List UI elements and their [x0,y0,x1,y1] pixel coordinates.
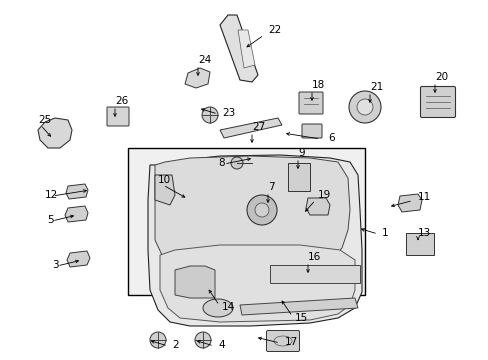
Polygon shape [67,251,90,267]
FancyBboxPatch shape [107,107,129,126]
Bar [269,265,359,283]
Text: 15: 15 [294,313,307,323]
Circle shape [246,195,276,225]
Text: 27: 27 [251,122,264,132]
Text: 11: 11 [417,192,430,202]
Text: 23: 23 [222,108,235,118]
Polygon shape [38,118,72,148]
FancyBboxPatch shape [298,92,323,114]
Polygon shape [160,245,354,322]
FancyBboxPatch shape [266,330,299,351]
Circle shape [254,203,268,217]
Text: 17: 17 [285,337,298,347]
Text: 18: 18 [311,80,325,90]
Text: 12: 12 [45,190,58,200]
Polygon shape [220,118,282,138]
Circle shape [195,332,210,348]
Polygon shape [184,68,209,88]
Text: 13: 13 [417,228,430,238]
Text: 4: 4 [218,340,224,350]
Bar [128,148,364,295]
Text: 2: 2 [172,340,178,350]
Text: 10: 10 [158,175,171,185]
Text: 22: 22 [267,25,281,35]
Text: 9: 9 [297,148,304,158]
Text: 1: 1 [381,228,388,238]
Text: 5: 5 [47,215,54,225]
Text: 21: 21 [369,82,383,92]
Polygon shape [240,298,357,315]
Text: 6: 6 [327,133,334,143]
Polygon shape [155,175,175,205]
Polygon shape [220,15,258,82]
Bar [287,163,309,191]
Circle shape [230,157,243,169]
Text: 3: 3 [52,260,59,270]
Polygon shape [175,266,215,298]
Circle shape [150,332,165,348]
Polygon shape [65,206,88,222]
Text: 14: 14 [222,302,235,312]
Text: 7: 7 [267,182,274,192]
Text: 25: 25 [38,115,51,125]
Polygon shape [397,194,421,212]
Bar [405,233,433,255]
FancyBboxPatch shape [302,124,321,138]
Text: 8: 8 [218,158,224,168]
Circle shape [202,107,218,123]
Text: 20: 20 [434,72,447,82]
Polygon shape [155,156,349,274]
Polygon shape [148,155,361,326]
Polygon shape [305,198,329,215]
Polygon shape [66,184,88,199]
Polygon shape [238,30,254,68]
Text: 26: 26 [115,96,128,106]
Circle shape [356,99,372,115]
Text: 16: 16 [307,252,321,262]
Text: 19: 19 [317,190,330,200]
FancyBboxPatch shape [420,86,454,117]
Ellipse shape [203,299,232,317]
Circle shape [348,91,380,123]
Text: 24: 24 [198,55,211,65]
